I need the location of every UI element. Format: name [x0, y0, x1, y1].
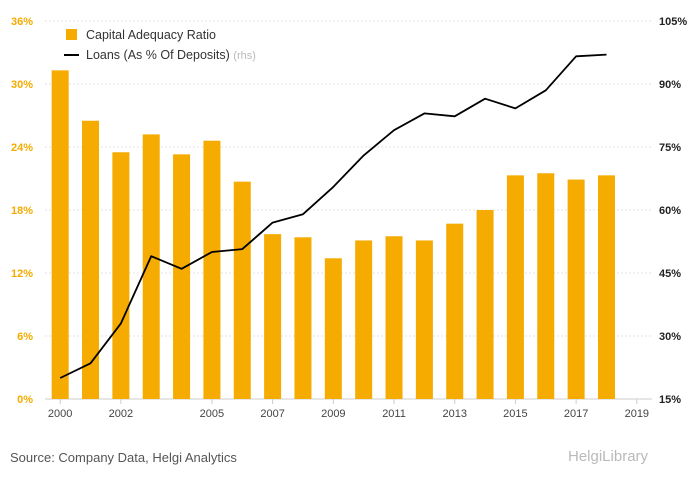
y-right-tick-label: 60%	[659, 205, 681, 217]
bar	[264, 234, 282, 399]
legend-bar-swatch	[66, 29, 77, 40]
y-right-tick-label: 105%	[659, 16, 687, 28]
x-tick-label: 2013	[442, 408, 466, 420]
bar	[294, 237, 312, 399]
bar	[51, 70, 69, 399]
bar	[203, 140, 221, 399]
legend-rhs-note: (rhs)	[233, 50, 256, 62]
x-tick-label: 2007	[260, 408, 284, 420]
legend-bar-label: Capital Adequacy Ratio	[86, 28, 216, 42]
y-left-tick-label: 0%	[17, 394, 33, 406]
bar	[415, 240, 433, 399]
x-tick-label: 2011	[382, 408, 406, 420]
bar	[567, 179, 585, 399]
y-left-tick-label: 36%	[11, 16, 33, 28]
x-tick-label: 2005	[200, 408, 224, 420]
bar	[476, 210, 494, 399]
x-tick-label: 2019	[625, 408, 649, 420]
bar	[446, 223, 464, 399]
y-left-tick-label: 6%	[17, 331, 33, 343]
helgi-library-logo: HelgiLibrary	[568, 448, 649, 465]
bar	[597, 175, 615, 399]
y-right-tick-label: 30%	[659, 331, 681, 343]
x-tick-label: 2002	[109, 408, 133, 420]
bar	[112, 152, 130, 399]
y-left-tick-label: 30%	[11, 79, 33, 91]
chart-svg: 0% 15% 6% 30% 12% 45% 18% 60% 24% 75% 30% 90% 36% 105…	[11, 16, 687, 420]
source-note: Source: Company Data, Helgi Analytics	[10, 450, 237, 465]
loans-line	[59, 53, 607, 379]
y-left-tick-label: 24%	[11, 142, 33, 154]
bar	[82, 120, 100, 399]
bar	[506, 175, 524, 399]
x-tick-label: 2015	[503, 408, 527, 420]
x-tick-label: 2017	[564, 408, 588, 420]
y-left-tick-label: 18%	[11, 205, 33, 217]
bar	[233, 181, 251, 399]
bar	[142, 134, 160, 399]
y-right-tick-label: 75%	[659, 142, 681, 154]
bar	[173, 154, 191, 399]
bar	[355, 240, 373, 399]
y-right-tick-label: 90%	[659, 79, 681, 91]
x-tick-label: 2009	[321, 408, 345, 420]
y-left-tick-label: 12%	[11, 268, 33, 280]
x-tick-label: 2000	[48, 408, 72, 420]
y-right-tick-label: 45%	[659, 268, 681, 280]
y-right-tick-label: 15%	[659, 394, 681, 406]
bar	[324, 258, 342, 399]
bar	[537, 173, 555, 399]
bar	[385, 236, 403, 399]
legend-line-label: Loans (As % Of Deposits) (rhs)	[86, 48, 256, 62]
